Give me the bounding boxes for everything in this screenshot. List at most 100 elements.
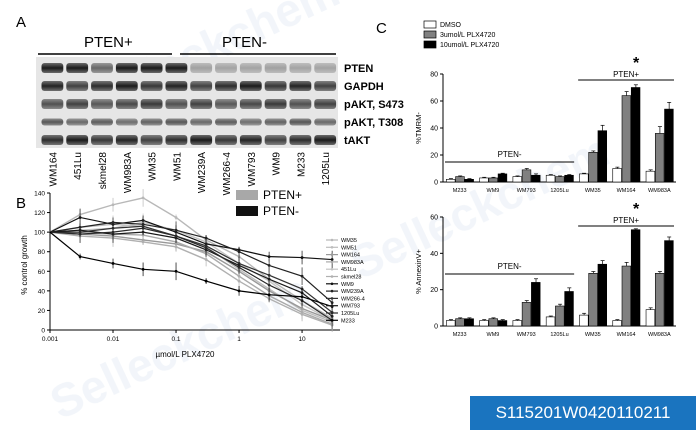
data-point xyxy=(204,258,208,261)
panel-label-a: A xyxy=(16,14,26,31)
group-label-pos: PTEN+ xyxy=(613,216,639,225)
blot-group-pten-pos: PTEN+ xyxy=(84,34,133,51)
blot-band xyxy=(264,63,287,73)
blot-band xyxy=(239,135,262,145)
x-tick-label: WM35 xyxy=(585,188,601,194)
blot-band xyxy=(66,118,89,126)
series-legend-label: WM983A xyxy=(341,260,364,266)
legend-label: 3umol/L PLX4720 xyxy=(440,32,495,39)
bar xyxy=(479,177,489,183)
y-tick-label: 20 xyxy=(430,287,438,294)
blot-band xyxy=(115,99,138,109)
blot-band xyxy=(314,135,337,145)
data-point xyxy=(204,279,208,283)
bar xyxy=(479,320,489,327)
data-point xyxy=(141,267,145,271)
y-tick-label: 80 xyxy=(38,249,46,256)
series-line xyxy=(49,197,333,319)
bar xyxy=(446,179,456,183)
blot-band xyxy=(140,63,163,73)
blot-row-label: PTEN xyxy=(344,63,373,75)
data-point xyxy=(267,273,271,277)
blot-band xyxy=(215,99,237,109)
series-legend-label: WM239A xyxy=(341,289,364,295)
legend-label: 10umol/L PLX4720 xyxy=(440,42,499,49)
bar xyxy=(579,314,589,327)
x-tick-label: 10 xyxy=(298,336,306,343)
data-point xyxy=(300,312,304,316)
blot-band xyxy=(289,99,312,109)
data-point xyxy=(330,301,334,304)
blot-band xyxy=(215,63,237,73)
y-tick-label: 60 xyxy=(430,99,438,106)
blot-band xyxy=(66,135,89,145)
series-legend-marker xyxy=(330,238,334,242)
data-point xyxy=(174,245,178,249)
blot-lane-label: WM239A xyxy=(197,152,208,193)
bar xyxy=(588,273,598,327)
blot-band xyxy=(314,118,337,126)
data-point xyxy=(174,269,178,273)
bar xyxy=(612,168,622,183)
series-legend-marker xyxy=(330,289,334,293)
bar xyxy=(597,263,608,327)
data-point xyxy=(300,295,304,299)
bar xyxy=(512,176,522,183)
blot-lane-label: WM266-4 xyxy=(222,152,233,196)
legend-label: PTEN- xyxy=(263,204,299,218)
blot-band xyxy=(115,118,138,126)
y-tick-label: 140 xyxy=(34,191,45,198)
blot-band xyxy=(264,99,287,109)
panel-label-b: B xyxy=(16,195,26,212)
blot-band xyxy=(115,81,138,91)
legend-swatch xyxy=(423,40,437,49)
x-tick-label: WM35 xyxy=(585,332,601,338)
data-point xyxy=(111,262,115,265)
blot-band xyxy=(165,118,188,126)
blot-band xyxy=(115,63,138,73)
blot-band xyxy=(165,81,188,91)
blot-band xyxy=(239,99,262,109)
blot-band xyxy=(66,99,89,109)
bar xyxy=(654,133,665,183)
bar xyxy=(455,176,465,183)
data-point xyxy=(267,283,271,287)
bar xyxy=(664,240,674,327)
bar xyxy=(521,169,532,183)
blot-lane-label: 451Lu xyxy=(73,152,84,180)
blot-lane-label: WM793 xyxy=(247,152,258,187)
blot-band xyxy=(215,135,237,145)
blot-band xyxy=(264,118,287,126)
bar xyxy=(564,291,574,327)
significance-star: * xyxy=(633,55,640,72)
blot-band xyxy=(314,81,337,91)
series-legend-marker xyxy=(330,275,334,278)
series-line xyxy=(49,216,333,261)
bar xyxy=(645,170,656,183)
blot-band xyxy=(165,63,188,73)
data-point xyxy=(78,255,82,259)
catalog-number: S115201W0420110211 xyxy=(470,396,696,430)
x-tick-label: 1 xyxy=(237,336,241,343)
series-legend-marker xyxy=(330,311,334,315)
x-tick-label: WM9 xyxy=(487,332,500,338)
blot-band xyxy=(289,135,312,145)
bar xyxy=(621,265,632,327)
y-tick-label: 0 xyxy=(434,324,438,331)
blot-band xyxy=(190,135,213,145)
bar xyxy=(654,273,665,327)
y-tick-label: 0 xyxy=(434,180,438,187)
blot-band xyxy=(41,135,64,145)
blot-band xyxy=(239,81,262,91)
data-point xyxy=(267,277,271,281)
x-tick-label: WM983A xyxy=(648,188,671,194)
blot-band xyxy=(140,81,163,91)
series-legend-label: 1205Lu xyxy=(341,311,359,317)
bar xyxy=(497,320,508,327)
y-tick-label: 20 xyxy=(38,308,46,315)
annexin-chart: 0 20 40 60 % AnnexinV+ M233 WM9 WM793 1205Lu WM35… xyxy=(414,201,676,338)
blot-lane-label: 1205Lu xyxy=(321,152,332,185)
blot-band xyxy=(91,81,113,91)
bar xyxy=(545,174,556,183)
